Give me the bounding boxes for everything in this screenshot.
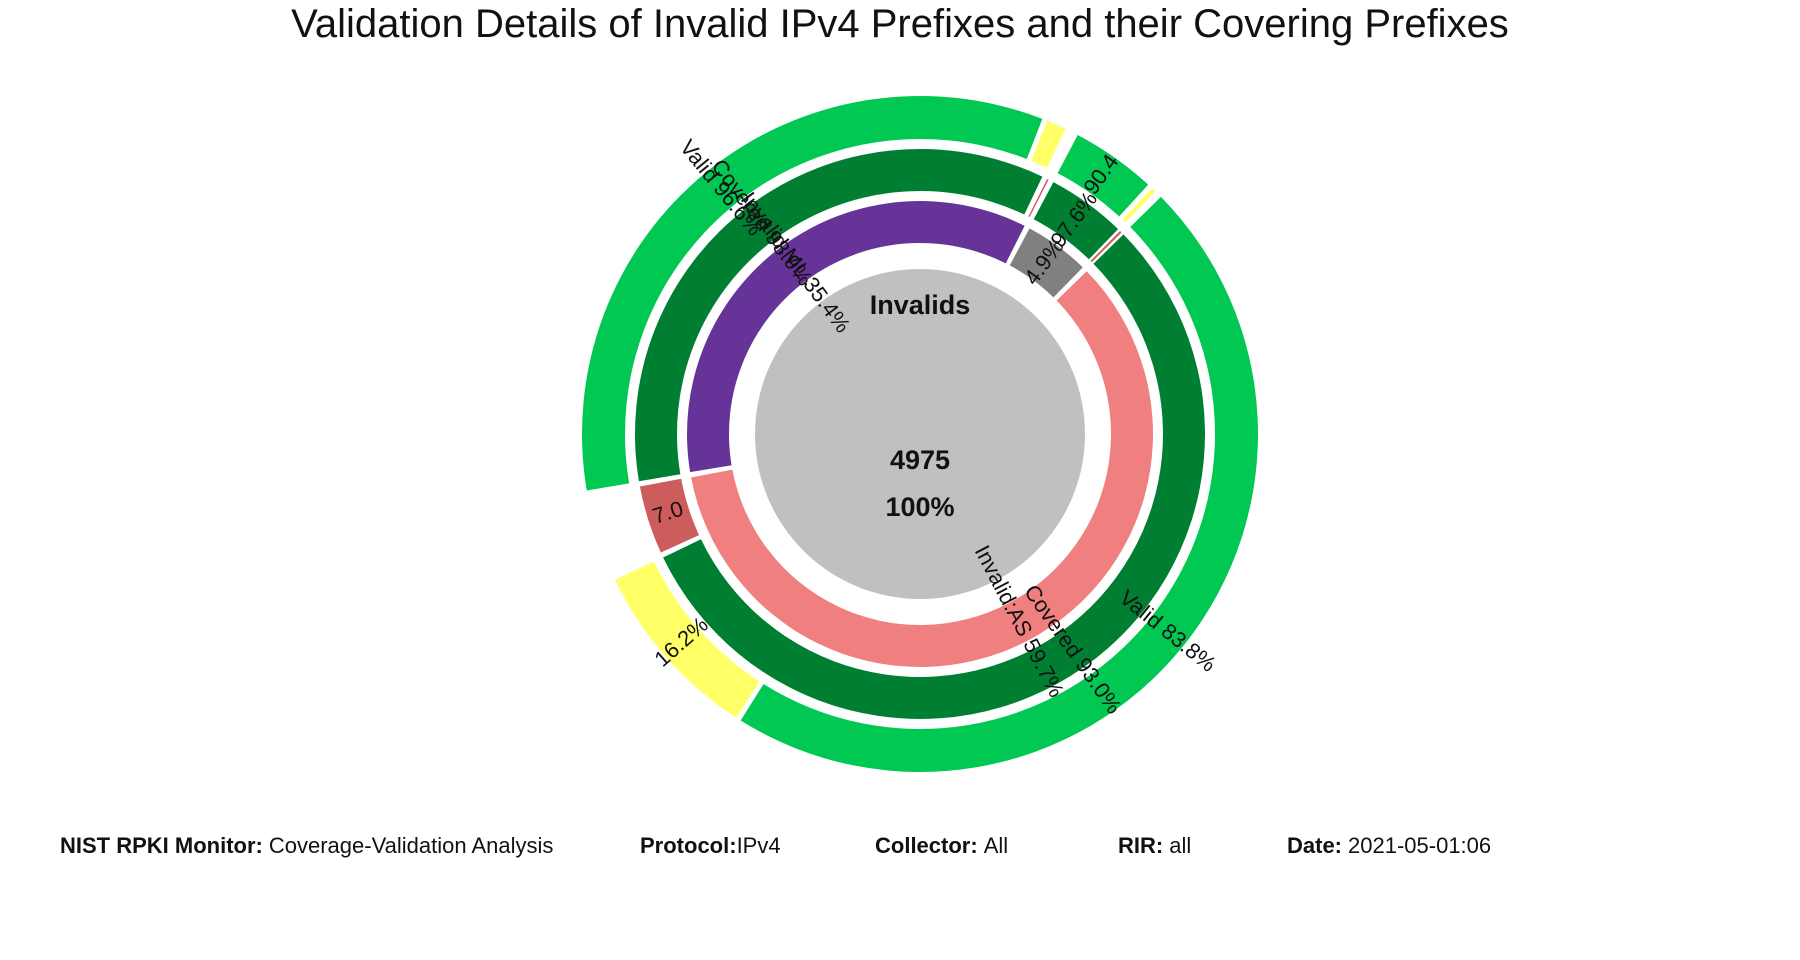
ring3-segment-invalid-ml-covered-valid <box>582 95 1043 491</box>
ring2-segment-invalid-as-ml-not-covered <box>1090 230 1122 263</box>
footer-monitor: NIST RPKI Monitor: Coverage-Validation An… <box>60 833 553 859</box>
segments-layer <box>582 95 1258 772</box>
ring3-segment-invalid-as-covered-not-found <box>615 561 760 718</box>
ring2-segment-invalid-as-covered <box>663 234 1205 719</box>
footer-date-value: 2021-05-01:06 <box>1348 833 1492 858</box>
center-disc <box>755 269 1085 599</box>
ring2-segment-invalid-ml-covered <box>635 148 1043 482</box>
footer-rir-key: RIR: <box>1118 833 1164 858</box>
ring1-segment-invalid-as <box>691 271 1153 667</box>
footer-protocol-key: Protocol: <box>640 833 737 858</box>
center-label: Invalids <box>870 290 971 320</box>
footer-collector-key: Collector: <box>875 833 978 858</box>
chart-title: Validation Details of Invalid IPv4 Prefi… <box>291 2 1509 46</box>
ring2-segment-invalid-ml-not-covered <box>1028 178 1049 218</box>
footer-rir: RIR: all <box>1118 833 1191 859</box>
footer-rir-value: all <box>1169 833 1192 858</box>
footer-date: Date: 2021-05-01:06 <box>1287 833 1491 859</box>
center-percent: 100% <box>885 492 954 522</box>
footer-date-key: Date: <box>1287 833 1343 858</box>
ring3-segment-invalid-as-ml-covered-not-found <box>1122 188 1156 223</box>
footer-collector-value: All <box>983 833 1009 858</box>
footer: NIST RPKI Monitor: Coverage-Validation An… <box>60 833 1760 863</box>
footer-protocol-value: IPv4 <box>736 833 781 858</box>
footer-protocol: Protocol:IPv4 <box>640 833 781 859</box>
ring3-segment-invalid-as-ml-covered-valid <box>1057 135 1149 217</box>
ring1-segment-invalid-ml <box>687 201 1025 473</box>
ring2-segment-invalid-as-ml-covered <box>1033 182 1119 260</box>
footer-collector: Collector: All <box>875 833 1008 859</box>
ring3-segment-invalid-as-covered-valid <box>740 196 1258 772</box>
center-count: 4975 <box>890 445 950 475</box>
footer-monitor-key: NIST RPKI Monitor: <box>60 833 263 858</box>
ring2-segment-invalid-as-not-covered <box>639 478 700 553</box>
ring1-segment-invalid-as-ml <box>1009 228 1083 298</box>
ring3-segment-invalid-ml-covered-not-found <box>1031 120 1066 168</box>
footer-monitor-value: Coverage-Validation Analysis <box>268 833 554 858</box>
